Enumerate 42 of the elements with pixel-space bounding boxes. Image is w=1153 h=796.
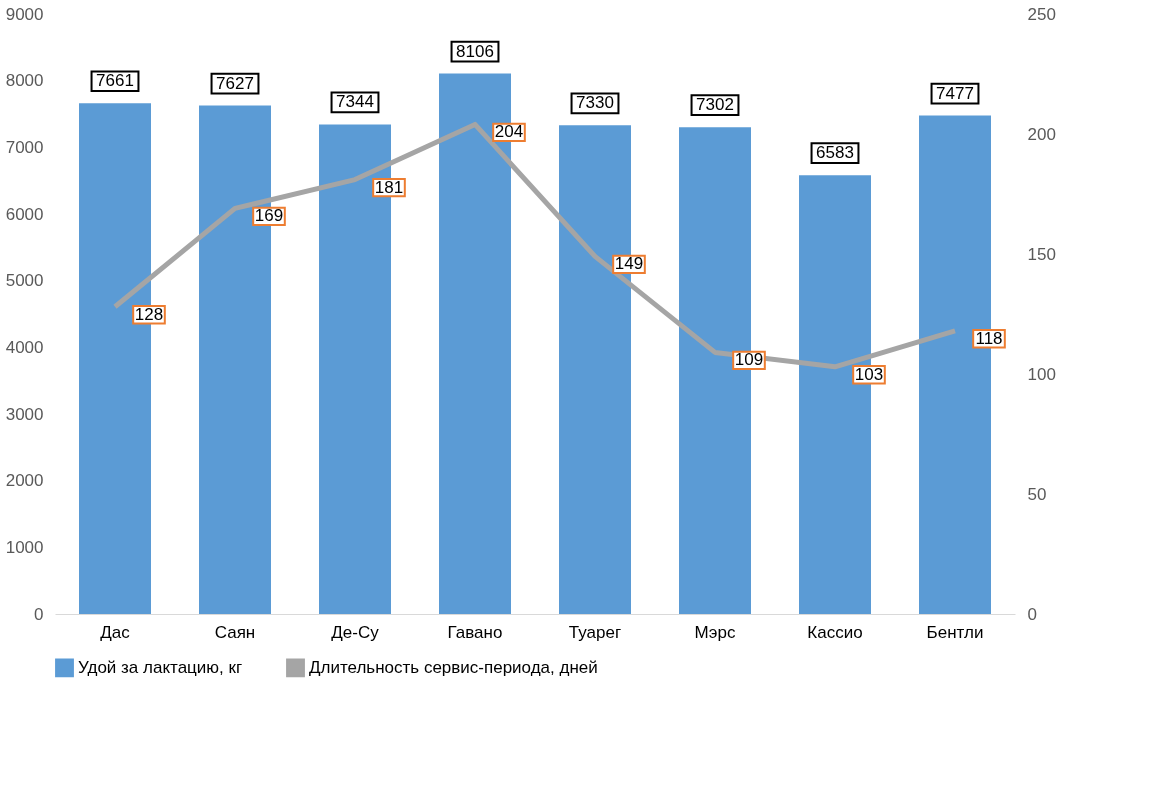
- y-tick-label: 2000: [5, 471, 44, 491]
- data-label: 7661: [96, 71, 134, 91]
- y2-tick-label: 50: [1027, 484, 1047, 504]
- data-label: 118: [975, 328, 1003, 348]
- data-label: 149: [614, 254, 644, 274]
- data-label: 204: [494, 122, 524, 142]
- data-label: 181: [374, 177, 404, 197]
- y-tick-label: 1000: [5, 537, 44, 557]
- y-tick-label: 5000: [5, 271, 44, 291]
- y-tick-label: 4000: [5, 337, 44, 357]
- y2-tick-label: 250: [1027, 4, 1056, 24]
- y-tick-label: 8000: [5, 71, 44, 91]
- data-label: 7477: [936, 83, 974, 103]
- y-tick-label: 9000: [5, 4, 44, 24]
- data-label: 103: [854, 364, 884, 384]
- y2-tick-label: 150: [1027, 244, 1056, 264]
- data-label: 7302: [696, 95, 734, 115]
- x-tick-label: Де-Су: [331, 622, 380, 642]
- data-label: 6583: [816, 143, 854, 163]
- legend-label: Длительность сервис-периода, дней: [309, 657, 598, 677]
- x-tick-label: Саян: [214, 622, 256, 642]
- data-label: 109: [734, 350, 764, 370]
- y-tick-label: 3000: [5, 404, 44, 424]
- x-tick-label: Бентли: [926, 622, 984, 642]
- y2-tick-label: 0: [1027, 604, 1037, 624]
- y-tick-label: 0: [34, 604, 44, 624]
- y2-tick-label: 200: [1027, 124, 1056, 144]
- data-label: 8106: [456, 41, 494, 61]
- y2-tick-label: 100: [1027, 364, 1056, 384]
- data-label: 169: [254, 206, 284, 226]
- x-tick-label: Дас: [100, 622, 131, 642]
- y-tick-label: 6000: [5, 204, 44, 224]
- data-label: 128: [134, 304, 164, 324]
- x-tick-label: Мэрс: [694, 622, 736, 642]
- x-tick-label: Гавано: [447, 622, 503, 642]
- data-label: 7344: [336, 92, 374, 112]
- y-tick-label: 7000: [5, 137, 44, 157]
- data-label: 7627: [216, 73, 254, 93]
- x-tick-label: Туарег: [568, 622, 622, 642]
- legend-label: Удой за лактацию, кг: [78, 657, 243, 677]
- x-tick-label: Кассио: [807, 622, 863, 642]
- data-label: 7330: [576, 93, 614, 113]
